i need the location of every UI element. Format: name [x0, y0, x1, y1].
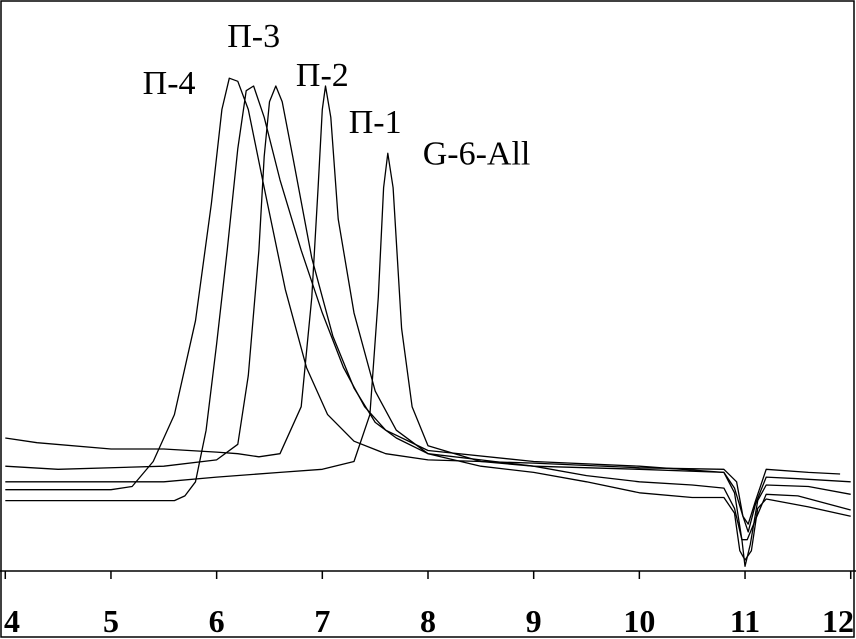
- series-labels: П-4 П-3 П-2П-1 G-6-All: [143, 18, 531, 172]
- series-line-4: [5, 85, 851, 561]
- series-label-2: П-3: [227, 18, 280, 55]
- series-line-3: [5, 85, 851, 541]
- x-tick-label-7: 7: [314, 603, 330, 639]
- series-line-2: [5, 85, 851, 567]
- x-axis-ticks: [4, 571, 852, 579]
- x-tick-label-11: 11: [730, 603, 760, 639]
- x-tick-label-4: 4: [4, 603, 20, 639]
- series-line-5: [5, 152, 841, 525]
- series-label-3: П-2: [296, 57, 349, 94]
- x-axis-tick-labels: 4 5 6 7 8 9 10 11 12: [4, 603, 854, 639]
- series-line-1: [5, 77, 851, 533]
- series-label-1: П-4: [143, 65, 196, 102]
- x-tick-label-5: 5: [103, 603, 119, 639]
- x-tick-label-10: 10: [623, 603, 655, 639]
- x-tick-label-6: 6: [209, 603, 225, 639]
- series-traces: [5, 77, 851, 567]
- x-tick-label-12: 12: [822, 603, 854, 639]
- x-tick-label-9: 9: [526, 603, 542, 639]
- x-tick-label-8: 8: [420, 603, 436, 639]
- series-label-4: П-1: [349, 104, 402, 141]
- series-label-5: G-6-All: [423, 135, 531, 172]
